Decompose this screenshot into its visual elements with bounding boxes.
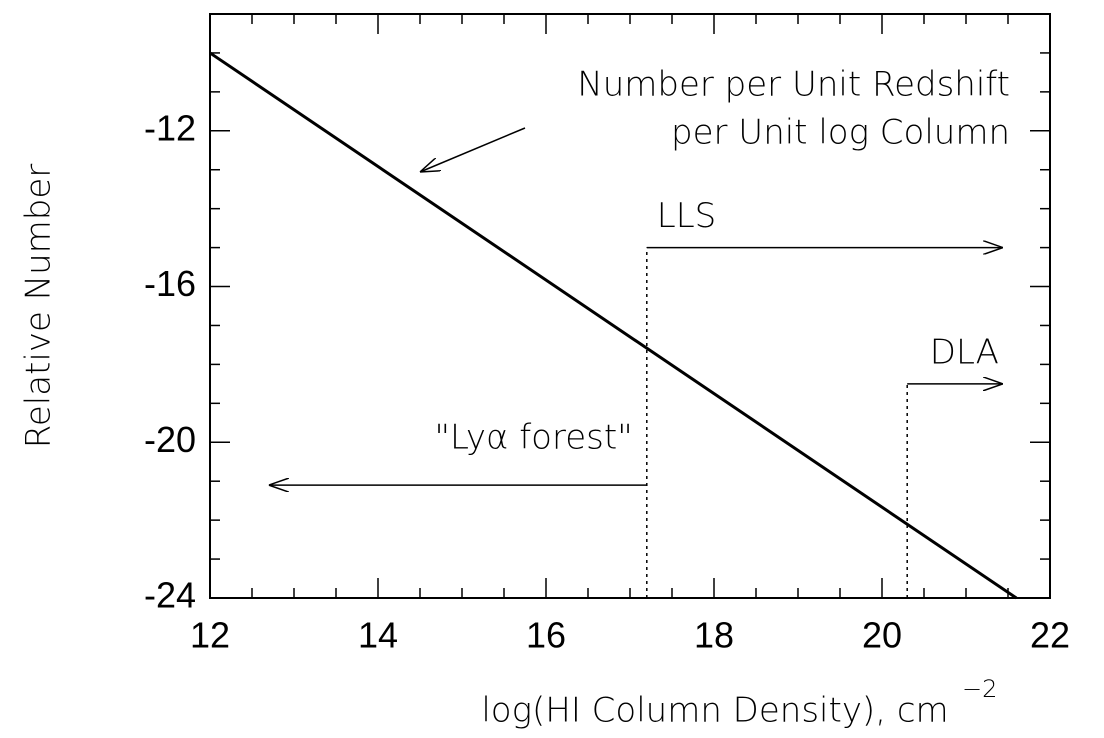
y-axis-label: Relative Number (19, 164, 59, 449)
threshold-label: DLA (930, 332, 999, 372)
x-axis-label: log(HI Column Density), cm (481, 691, 948, 731)
x-tick-label: 20 (862, 615, 902, 656)
threshold-label: LLS (657, 196, 716, 236)
y-tick-label: -16 (144, 263, 196, 304)
annotation-arrow (420, 127, 526, 172)
x-tick-label: 16 (526, 615, 566, 656)
curve-label: Number per Unit Redshift (577, 65, 1010, 105)
x-tick-label: 22 (1030, 615, 1070, 656)
y-tick-label: -12 (144, 107, 196, 148)
x-tick-label: 14 (358, 615, 398, 656)
curve-label: per Unit log Column (671, 113, 1010, 153)
x-tick-label: 18 (694, 615, 734, 656)
y-tick-label: -20 (144, 419, 196, 460)
x-axis-label-exponent: −2 (962, 675, 997, 703)
y-tick-label: -24 (144, 575, 196, 616)
data-line (209, 51, 1018, 600)
x-tick-label: 12 (190, 615, 230, 656)
forest-label: "Lyα forest" (434, 418, 632, 458)
